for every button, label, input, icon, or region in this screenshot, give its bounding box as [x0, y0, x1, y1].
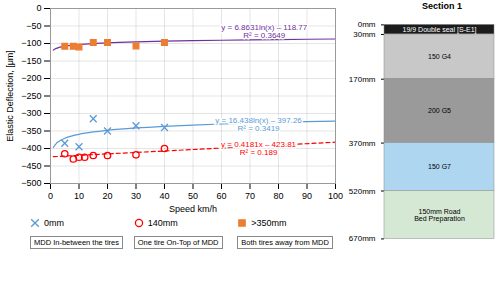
svg-text:60: 60 [216, 191, 226, 201]
svg-text:−450: −450 [21, 161, 41, 171]
svg-text:−250: −250 [21, 91, 41, 101]
svg-text:−300: −300 [21, 108, 41, 118]
svg-text:Elastic Deflection, [μm]: Elastic Deflection, [μm] [5, 50, 15, 142]
svg-text:−50: −50 [26, 21, 41, 31]
html-text:140mm: 140mm [147, 218, 178, 228]
svg-text:40: 40 [159, 191, 169, 201]
html-text:MDD In-between the tires: MDD In-between the tires [34, 238, 119, 247]
html-text:Both tires away from MDD: Both tires away from MDD [241, 238, 329, 247]
svg-text:y = 6.8631ln(x) – 118.77R² = 0: y = 6.8631ln(x) – 118.77R² = 0.3649 [221, 23, 307, 40]
svg-text:0: 0 [48, 191, 53, 201]
svg-text:y = 16.438ln(x) – 397.26R² = 0: y = 16.438ln(x) – 397.26R² = 0.3419 [215, 116, 302, 133]
svg-text:Speed km/h: Speed km/h [169, 204, 217, 214]
svg-text:150 G4: 150 G4 [428, 53, 451, 60]
svg-text:19/9 Double seal [S-E1]: 19/9 Double seal [S-E1] [403, 26, 477, 34]
svg-text:−200: −200 [21, 73, 41, 83]
svg-text:0: 0 [36, 3, 41, 13]
html-text:>350mm: >350mm [251, 218, 287, 228]
svg-text:90: 90 [302, 191, 312, 201]
svg-text:−150: −150 [21, 56, 41, 66]
svg-text:−400: −400 [21, 143, 41, 153]
html-text:One tire On-Top of MDD: One tire On-Top of MDD [137, 238, 219, 247]
svg-text:10: 10 [74, 191, 84, 201]
svg-text:−350: −350 [21, 126, 41, 136]
svg-text:520mm: 520mm [349, 187, 376, 196]
svg-text:50: 50 [188, 191, 198, 201]
svg-text:670mm: 670mm [349, 234, 376, 243]
svg-text:−100: −100 [21, 38, 41, 48]
svg-text:y = 0.4181x – 423.81R² = 0.189: y = 0.4181x – 423.81R² = 0.189 [221, 140, 297, 157]
svg-text:80: 80 [273, 191, 283, 201]
svg-text:0mm: 0mm [358, 20, 376, 29]
html-text:0mm: 0mm [44, 218, 64, 228]
svg-text:150 G7: 150 G7 [428, 163, 451, 170]
svg-text:170mm: 170mm [349, 75, 376, 84]
svg-text:370mm: 370mm [349, 139, 376, 148]
svg-text:200 G5: 200 G5 [428, 107, 451, 114]
svg-text:−500: −500 [21, 178, 41, 188]
svg-text:70: 70 [245, 191, 255, 201]
svg-text:150mm RoadBed Preparation: 150mm RoadBed Preparation [414, 208, 465, 223]
html-text:Section 1: Section 1 [422, 1, 462, 11]
svg-text:30: 30 [131, 191, 141, 201]
svg-text:30mm: 30mm [353, 30, 376, 39]
svg-text:20: 20 [102, 191, 112, 201]
svg-text:100: 100 [328, 191, 343, 201]
